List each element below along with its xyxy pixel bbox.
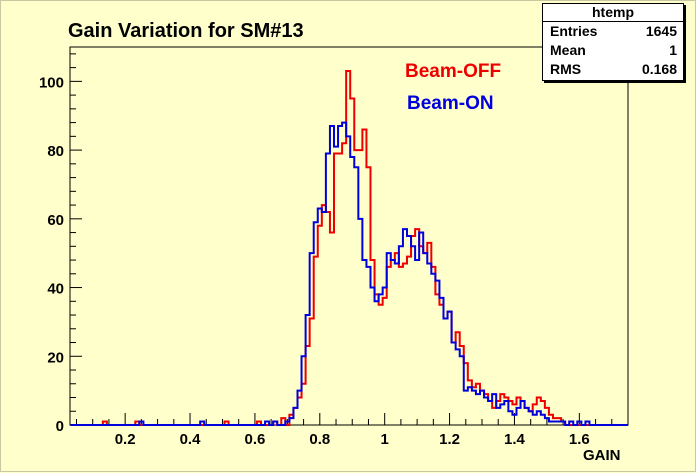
x-axis-label: GAIN: [583, 447, 621, 464]
stats-label: RMS: [550, 61, 582, 77]
stats-row-rms: RMS 0.168: [543, 60, 683, 79]
x-tick-label: 1.4: [504, 431, 526, 448]
y-tick-label: 40: [47, 281, 64, 298]
x-tick-label: 1.6: [569, 431, 590, 448]
x-tick-label: 0.2: [115, 431, 136, 448]
plot-frame: [69, 46, 629, 426]
y-tick-label: 80: [47, 143, 64, 160]
stats-box: htemp Entries 1645 Mean 1 RMS 0.168: [542, 3, 684, 81]
stats-label: Mean: [550, 42, 586, 58]
series-beam-on-line: [70, 121, 628, 426]
stats-value: 1: [669, 42, 677, 58]
stats-value: 1645: [645, 23, 677, 39]
y-tick-label: 100: [39, 74, 64, 91]
x-tick-label: 1.2: [439, 431, 460, 448]
stats-value: 0.168: [641, 61, 677, 77]
legend-beam-on: Beam-ON: [407, 93, 494, 114]
chart-title: Gain Variation for SM#13: [68, 20, 304, 42]
y-tick-label: 60: [47, 212, 64, 229]
x-tick-label: 0.4: [180, 431, 202, 448]
x-tick-label: 0.8: [309, 431, 330, 448]
y-tick-label: 0: [56, 418, 64, 435]
stats-box-name: htemp: [543, 4, 683, 22]
stats-label: Entries: [550, 23, 598, 39]
stats-row-entries: Entries 1645: [543, 22, 683, 41]
x-tick-label: 1: [381, 431, 389, 448]
stats-row-mean: Mean 1: [543, 41, 683, 60]
x-tick-label: 0.6: [244, 431, 265, 448]
legend-beam-off: Beam-OFF: [405, 61, 502, 82]
y-tick-label: 20: [47, 349, 64, 366]
